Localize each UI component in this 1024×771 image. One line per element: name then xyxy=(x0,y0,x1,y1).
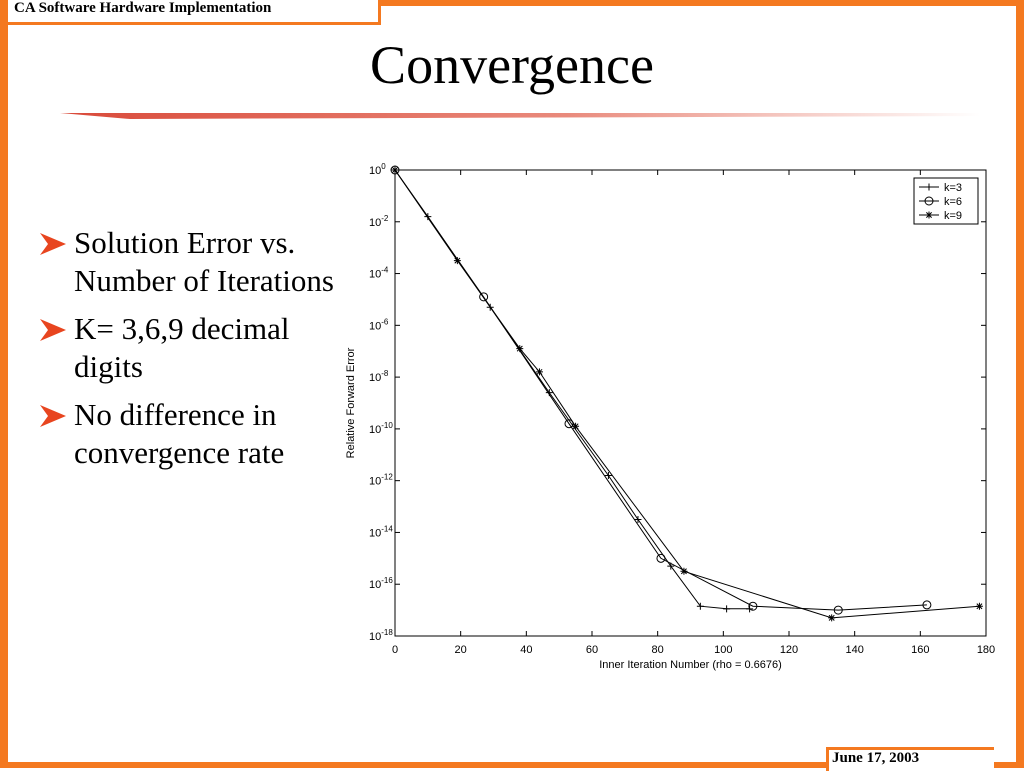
y-tick-label: 10-2 xyxy=(369,214,389,229)
x-axis-label: Inner Iteration Number (rho = 0.6676) xyxy=(599,659,782,671)
convergence-chart: 0 20 40 60 80 100 120 140 160 180 100 10-2 10-4 10-6 1… xyxy=(345,162,995,671)
data-point-k=9 xyxy=(572,422,580,430)
bullet-item: K= 3,6,9 decimal digits xyxy=(38,310,348,386)
bullet-text: No difference in convergence rate xyxy=(74,397,285,470)
x-tick-label: 180 xyxy=(977,644,995,656)
x-tick-label: 20 xyxy=(455,644,467,656)
plot-area xyxy=(394,169,987,637)
arrow-bullet-icon xyxy=(40,405,66,427)
data-point-k=9 xyxy=(828,614,836,622)
x-tick-label: 100 xyxy=(714,644,732,656)
frame-left-bar xyxy=(0,0,8,768)
y-axis-label: Relative Forward Error xyxy=(345,347,357,458)
y-tick-label: 10-18 xyxy=(369,628,393,643)
x-tick-label: 40 xyxy=(520,644,532,656)
y-tick-label: 10-4 xyxy=(369,266,389,281)
legend-marker xyxy=(925,183,933,191)
frame-bottom-bar xyxy=(0,762,1024,768)
y-tick-label: 10-14 xyxy=(369,524,393,539)
y-tick-label: 10-8 xyxy=(369,369,389,384)
bullet-text: Solution Error vs. Number of Iterations xyxy=(74,225,334,298)
data-point-k=9 xyxy=(453,257,461,265)
x-tick-label: 120 xyxy=(780,644,798,656)
bullet-item: No difference in convergence rate xyxy=(38,396,348,472)
x-tick-label: 140 xyxy=(845,644,863,656)
legend-entry: k=3 xyxy=(944,182,962,194)
data-point-k=9 xyxy=(535,368,543,376)
x-tick-label: 160 xyxy=(911,644,929,656)
data-point-k=6 xyxy=(656,553,666,563)
y-tick-label: 10-12 xyxy=(369,473,393,488)
y-tick-label: 10-16 xyxy=(369,576,393,591)
legend-marker xyxy=(925,211,933,219)
arrow-bullet-icon xyxy=(40,233,66,255)
footer-date: June 17, 2003 xyxy=(832,750,920,766)
data-point-k=3 xyxy=(723,605,731,613)
legend-marker xyxy=(924,196,934,206)
data-point-k=6 xyxy=(833,605,843,615)
header-box xyxy=(8,0,381,25)
legend-entry: k=9 xyxy=(944,210,962,222)
data-point-k=6 xyxy=(390,165,400,175)
data-point-k=6 xyxy=(479,292,489,302)
data-point-k=6 xyxy=(922,600,932,610)
data-point-k=9 xyxy=(391,166,399,174)
legend-entry: k=6 xyxy=(944,196,962,208)
data-point-k=9 xyxy=(680,567,688,575)
title-rule xyxy=(60,113,980,119)
y-tick-label: 10-10 xyxy=(369,421,393,436)
data-point-k=9 xyxy=(975,602,983,610)
series-line-k=9 xyxy=(394,169,980,619)
bullet-item: Solution Error vs. Number of Iterations xyxy=(38,224,348,300)
data-point-k=3 xyxy=(696,602,704,610)
x-tick-label: 60 xyxy=(586,644,598,656)
x-tick-label: 80 xyxy=(652,644,664,656)
data-point-k=3 xyxy=(634,516,642,523)
data-point-k=3 xyxy=(604,471,612,479)
footer-box xyxy=(826,747,994,771)
y-tick-label: 100 xyxy=(369,162,386,177)
bullet-text: K= 3,6,9 decimal digits xyxy=(74,311,290,384)
frame-right-bar xyxy=(1016,0,1024,768)
x-tick-label: 0 xyxy=(392,644,398,656)
slide-title: Convergence xyxy=(370,35,654,95)
frame-top-bar xyxy=(378,0,1024,6)
arrow-bullet-icon xyxy=(40,319,66,341)
data-point-k=6 xyxy=(748,601,758,611)
header-title: CA Software Hardware Implementation xyxy=(14,0,272,16)
y-tick-label: 10-6 xyxy=(369,317,389,332)
data-point-k=9 xyxy=(516,345,524,353)
bullet-list: Solution Error vs. Number of Iterations … xyxy=(38,224,348,482)
